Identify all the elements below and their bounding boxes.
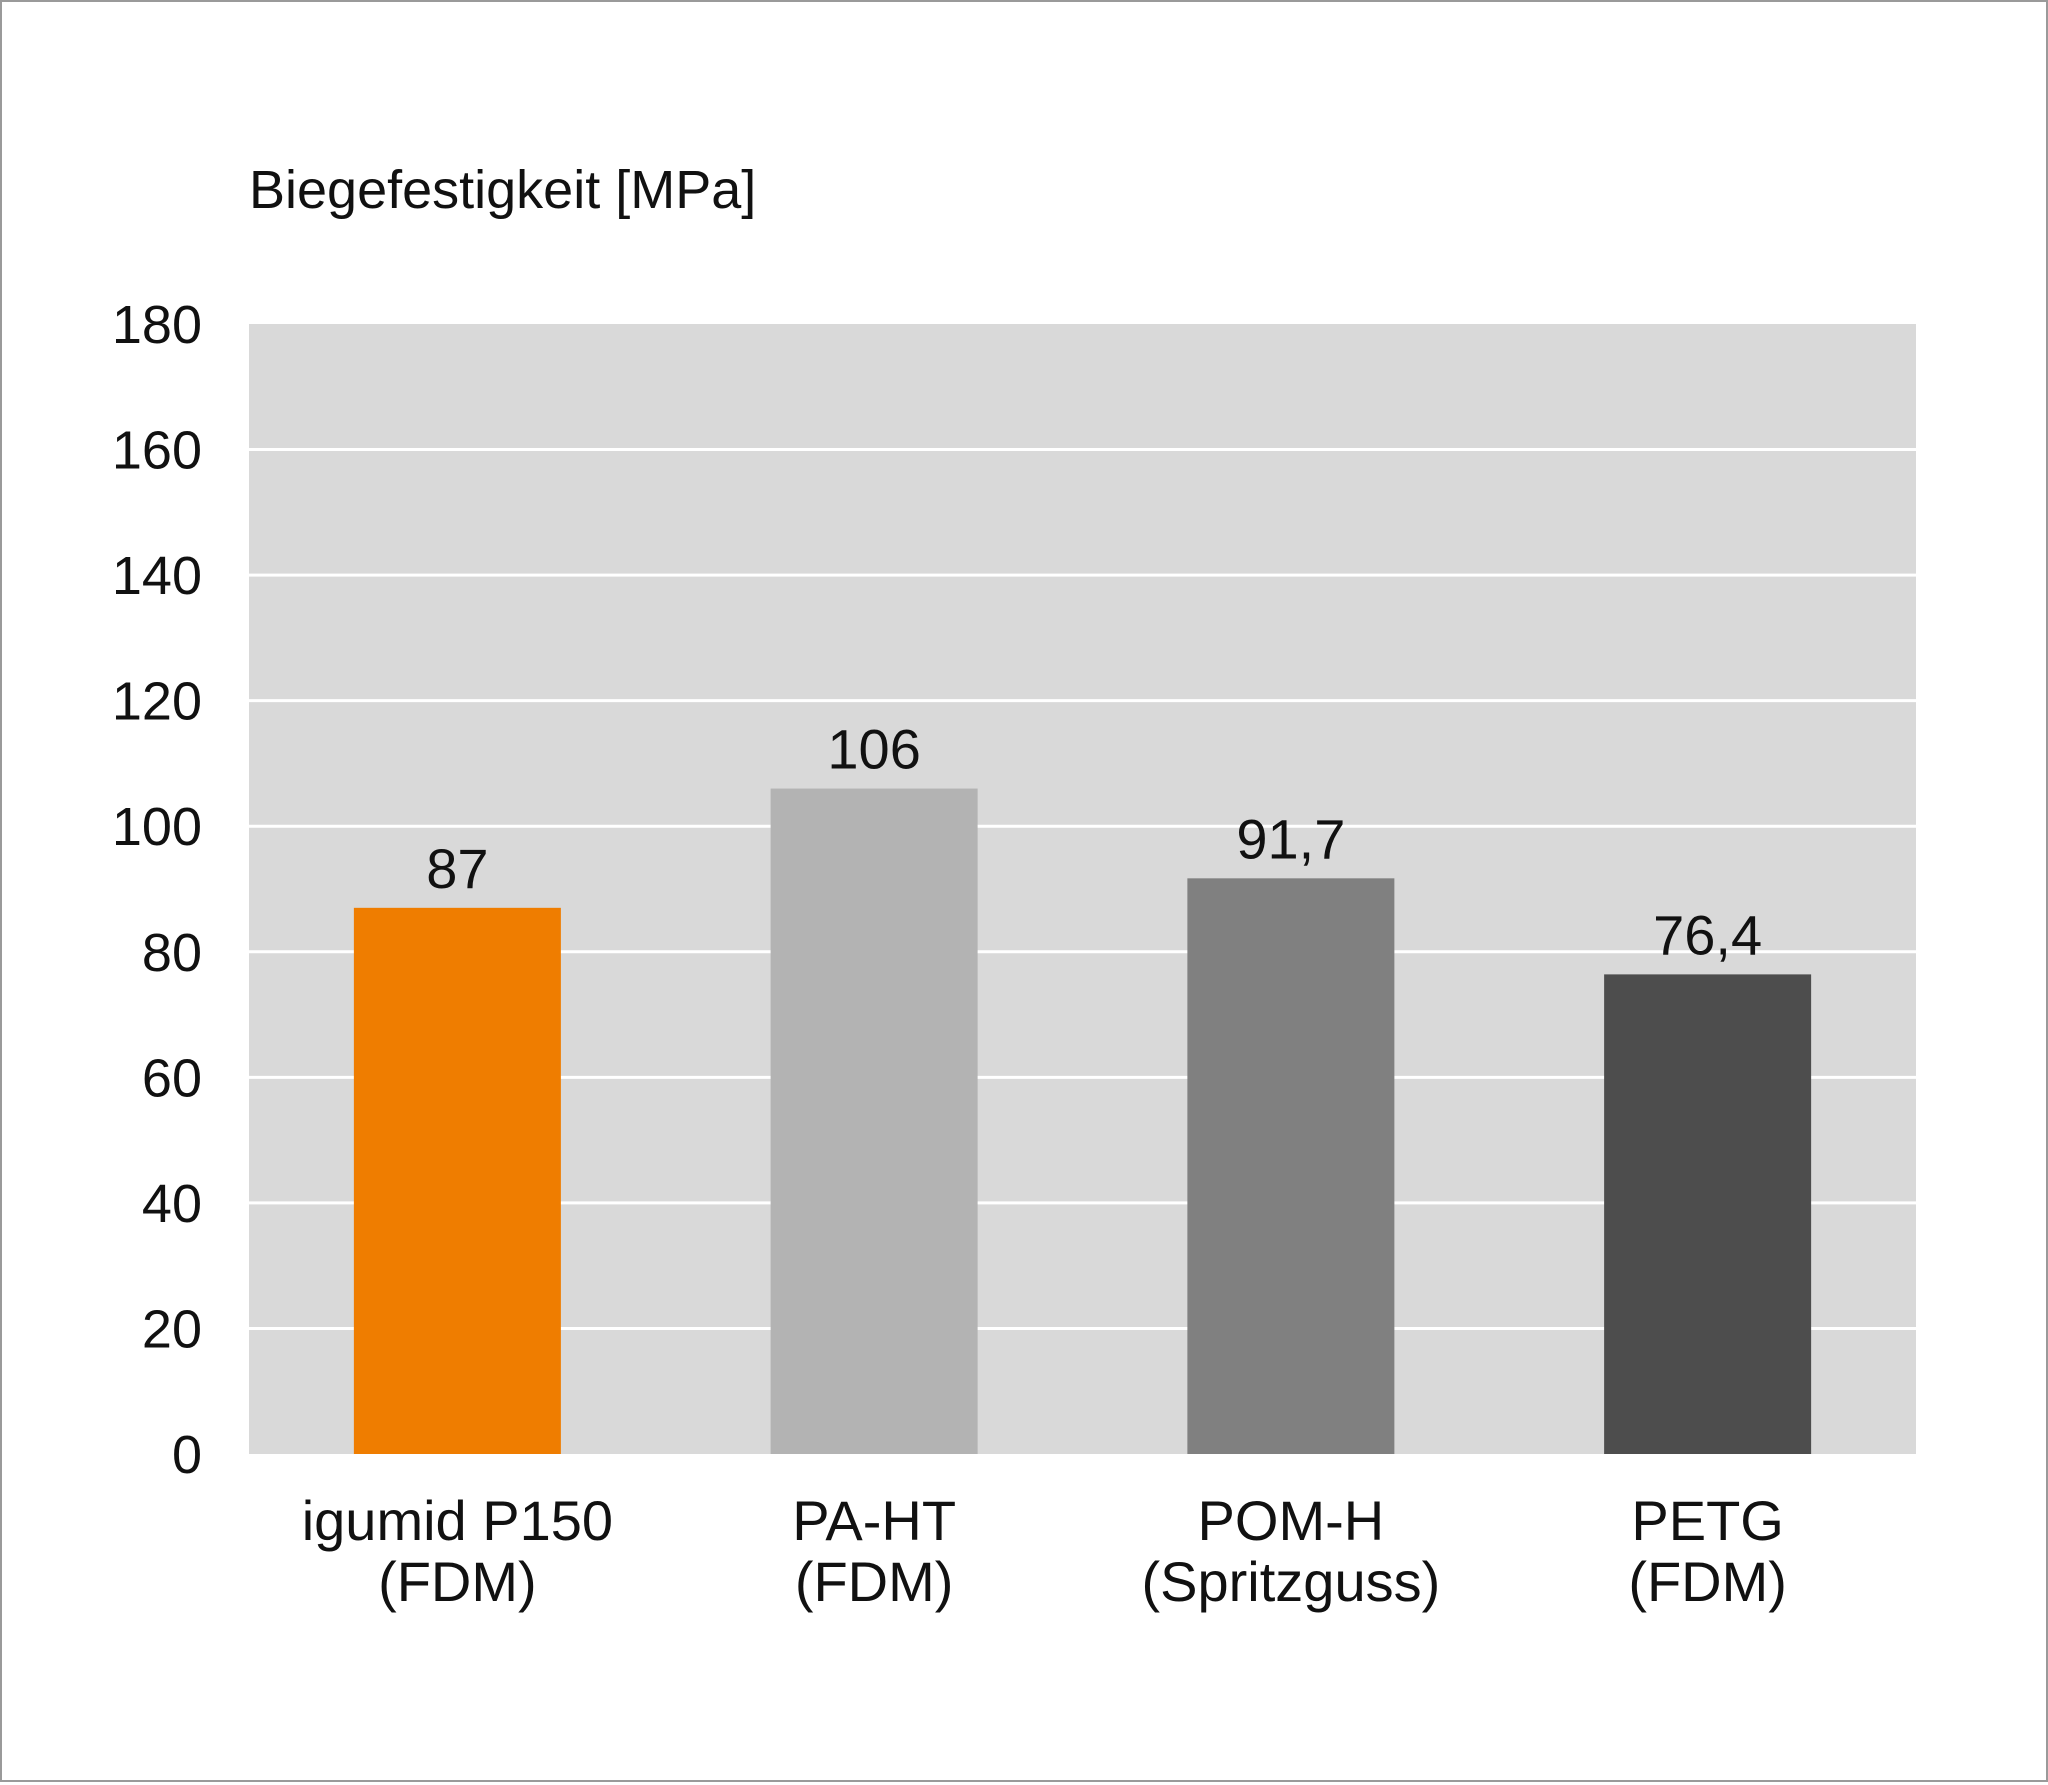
bar (353, 907, 561, 1454)
bar (770, 788, 978, 1454)
x-category-label: PA-HT (792, 1489, 956, 1552)
x-category-label: (FDM) (378, 1550, 537, 1613)
x-axis-categories: igumid P150(FDM)PA-HT(FDM)POM-H(Spritzgu… (302, 1489, 1787, 1613)
y-tick-label: 100 (112, 797, 202, 857)
bar-value-label: 91,7 (1236, 807, 1345, 870)
y-tick-label: 80 (142, 923, 202, 983)
x-category-label: igumid P150 (302, 1489, 613, 1552)
bar (1604, 974, 1812, 1454)
y-tick-label: 60 (142, 1048, 202, 1108)
y-tick-label: 140 (112, 546, 202, 606)
x-category-label: POM-H (1198, 1489, 1385, 1552)
bar-value-label: 76,4 (1653, 903, 1762, 966)
x-category-label: (Spritzguss) (1142, 1550, 1441, 1613)
value-labels: 87 106 91,7 76,4 (426, 718, 1762, 967)
y-axis-label: Biegefestigkeit [MPa] (249, 160, 756, 220)
y-tick-label: 40 (142, 1174, 202, 1234)
bar-value-label: 87 (426, 837, 488, 900)
y-tick-label: 120 (112, 672, 202, 732)
x-category-label: (FDM) (795, 1550, 954, 1613)
x-category-label: PETG (1631, 1489, 1783, 1552)
bars (353, 788, 1812, 1454)
bar (1187, 878, 1395, 1454)
y-tick-label: 20 (142, 1299, 202, 1359)
y-axis-ticks: 0 20 40 60 80 100 120 140 160 180 (112, 295, 202, 1485)
y-tick-label: 160 (112, 421, 202, 481)
x-category-label: (FDM) (1628, 1550, 1787, 1613)
y-tick-label: 180 (112, 295, 202, 355)
y-tick-label: 0 (172, 1425, 202, 1485)
bar-value-label: 106 (827, 718, 920, 781)
